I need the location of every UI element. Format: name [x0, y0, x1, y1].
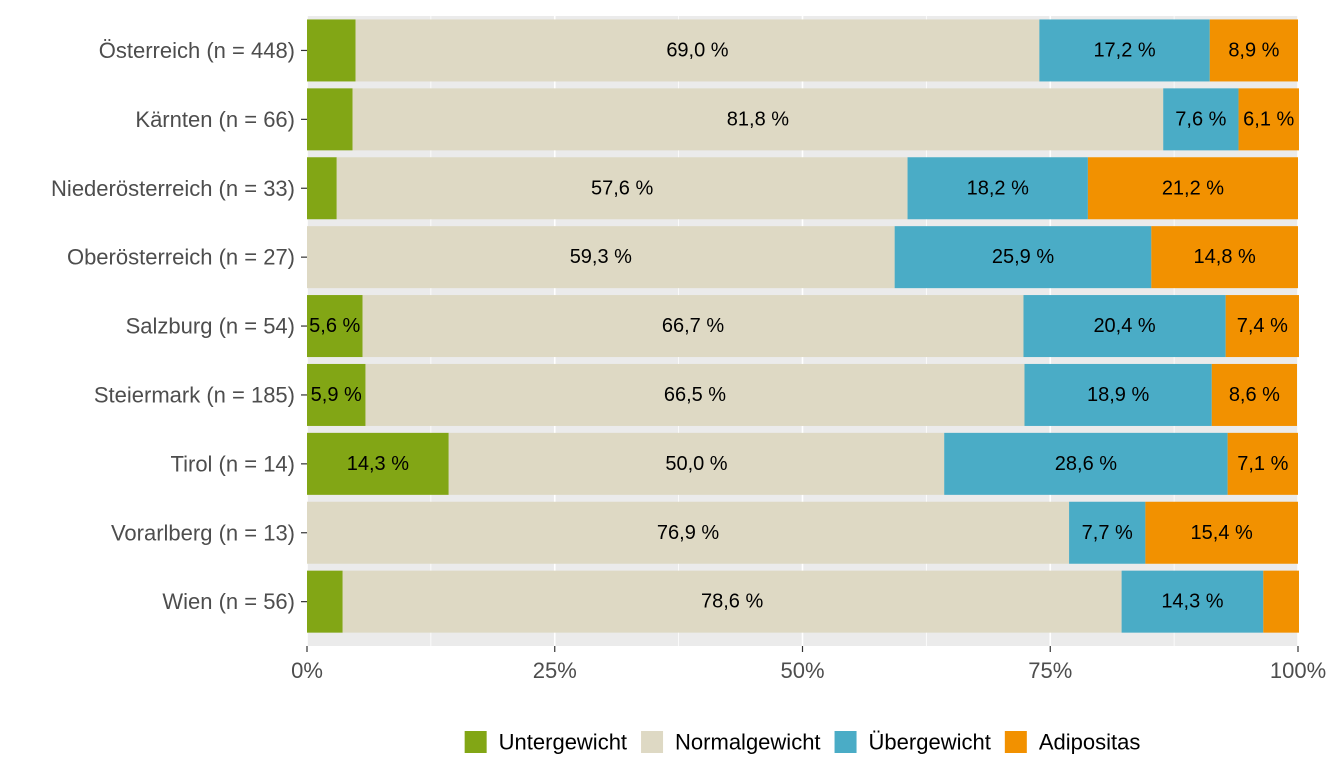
- bar-segment-übergewicht: [894, 226, 1152, 289]
- y-tick-label: Österreich (n = 448): [99, 38, 295, 63]
- bar-value-label: 5,9 %: [311, 384, 362, 406]
- bar-segment-adipositas: [1087, 157, 1298, 220]
- bar-segment-normalgewicht: [307, 226, 895, 289]
- y-tick-label: Wien (n = 56): [162, 589, 295, 614]
- bar-value-label: 15,4 %: [1191, 522, 1253, 544]
- bar-segment-übergewicht: [1121, 570, 1264, 633]
- bars: [307, 19, 1299, 633]
- bar-value-label: 7,6 %: [1175, 108, 1226, 130]
- bar-value-label: 20,4 %: [1093, 315, 1155, 337]
- legend-key-übergewicht: [834, 731, 857, 753]
- bar-segment-normalgewicht: [336, 157, 908, 220]
- bar-segment-übergewicht: [1024, 363, 1212, 426]
- y-axis-labels: Österreich (n = 448) Kärnten (n = 66) Nied…: [51, 38, 307, 614]
- legend-key-untergewicht: [464, 731, 487, 753]
- bar-segment-normalgewicht: [362, 295, 1024, 358]
- bar-value-label: 78,6 %: [701, 591, 763, 613]
- x-tick-label: 100%: [1270, 658, 1326, 683]
- bar-segment-übergewicht: [1069, 501, 1146, 564]
- bar-value-label: 76,9 %: [657, 522, 719, 544]
- bar-segment-untergewicht: [307, 432, 449, 495]
- bar-segment-übergewicht: [1023, 295, 1226, 358]
- bar-value-label: 21,2 %: [1162, 177, 1224, 199]
- legend-key-normalgewicht: [641, 731, 664, 753]
- legend-label: Übergewicht: [869, 730, 991, 755]
- bar-segment-untergewicht: [307, 570, 343, 633]
- bar-segment-übergewicht: [944, 432, 1228, 495]
- y-tick-label: Kärnten (n = 66): [135, 107, 295, 132]
- bar-segment-adipositas: [1151, 226, 1298, 289]
- bar-segment-adipositas: [1209, 19, 1298, 82]
- bar-value-label: 14,3 %: [347, 453, 409, 475]
- bar-value-label: 8,9 %: [1228, 39, 1279, 61]
- bar-value-label: 17,2 %: [1093, 39, 1155, 61]
- bar-segment-übergewicht: [1163, 88, 1239, 151]
- bar-segment-normalgewicht: [342, 570, 1122, 633]
- legend-key-adipositas: [1004, 731, 1027, 753]
- bar-segment-adipositas: [1211, 363, 1298, 426]
- bar-segment-adipositas: [1263, 570, 1299, 633]
- bar-segment-untergewicht: [307, 295, 363, 358]
- bar-value-label: 57,6 %: [591, 177, 653, 199]
- legend-label: Untergewicht: [499, 730, 627, 755]
- x-tick-label: 50%: [780, 658, 824, 683]
- x-tick-label: 0%: [291, 658, 323, 683]
- bar-value-label: 81,8 %: [727, 108, 789, 130]
- bar-value-label: 50,0 %: [665, 453, 727, 475]
- bar-segment-adipositas: [1227, 432, 1298, 495]
- bar-value-label: 6,1 %: [1243, 108, 1294, 130]
- bar-value-label: 28,6 %: [1055, 453, 1117, 475]
- bar-value-label: 8,6 %: [1229, 384, 1280, 406]
- y-tick-label: Vorarlberg (n = 13): [111, 520, 295, 545]
- x-tick-label: 25%: [533, 658, 577, 683]
- bar-value-label: 25,9 %: [992, 246, 1054, 268]
- bar-segment-adipositas: [1225, 295, 1299, 358]
- bar-segment-untergewicht: [307, 19, 356, 82]
- bar-segment-normalgewicht: [448, 432, 945, 495]
- bar-segment-normalgewicht: [365, 363, 1025, 426]
- bar-segment-untergewicht: [307, 363, 366, 426]
- legend: Untergewicht Normalgewicht Übergewicht Adip…: [464, 730, 1141, 755]
- bar-segment-normalgewicht: [355, 19, 1040, 82]
- bar-segment-adipositas: [1145, 501, 1298, 564]
- bar-value-label: 14,3 %: [1161, 591, 1223, 613]
- bar-value-label: 5,6 %: [309, 315, 360, 337]
- bar-segment-untergewicht: [307, 157, 337, 220]
- bar-value-label: 66,7 %: [662, 315, 724, 337]
- y-tick-label: Niederösterreich (n = 33): [51, 176, 295, 201]
- x-tick-label: 75%: [1028, 658, 1072, 683]
- bar-labels: 69,0 % 17,2 % 8,9 % 81,8 % 7,6 % 6,1 % 57,6 % 1…: [309, 39, 1294, 612]
- y-tick-label: Salzburg (n = 54): [126, 314, 295, 339]
- bar-segment-normalgewicht: [352, 88, 1164, 151]
- bar-segment-normalgewicht: [307, 501, 1070, 564]
- bar-value-label: 18,9 %: [1087, 384, 1149, 406]
- bar-value-label: 7,1 %: [1237, 453, 1288, 475]
- bar-value-label: 7,7 %: [1082, 522, 1133, 544]
- legend-label: Normalgewicht: [675, 730, 821, 755]
- y-tick-label: Steiermark (n = 185): [94, 382, 295, 407]
- bar-value-label: 7,4 %: [1237, 315, 1288, 337]
- bar-value-label: 18,2 %: [967, 177, 1029, 199]
- bar-value-label: 66,5 %: [664, 384, 726, 406]
- bar-value-label: 59,3 %: [570, 246, 632, 268]
- legend-label: Adipositas: [1039, 730, 1141, 755]
- bar-segment-untergewicht: [307, 88, 353, 151]
- x-axis-labels: 0% 25% 50% 75% 100%: [291, 646, 1326, 683]
- bar-value-label: 14,8 %: [1194, 246, 1256, 268]
- bar-segment-adipositas: [1238, 88, 1299, 151]
- bar-segment-übergewicht: [907, 157, 1088, 220]
- y-tick-label: Tirol (n = 14): [170, 451, 295, 476]
- bar-value-label: 69,0 %: [666, 39, 728, 61]
- y-tick-label: Oberösterreich (n = 27): [67, 245, 295, 270]
- bar-segment-übergewicht: [1039, 19, 1210, 82]
